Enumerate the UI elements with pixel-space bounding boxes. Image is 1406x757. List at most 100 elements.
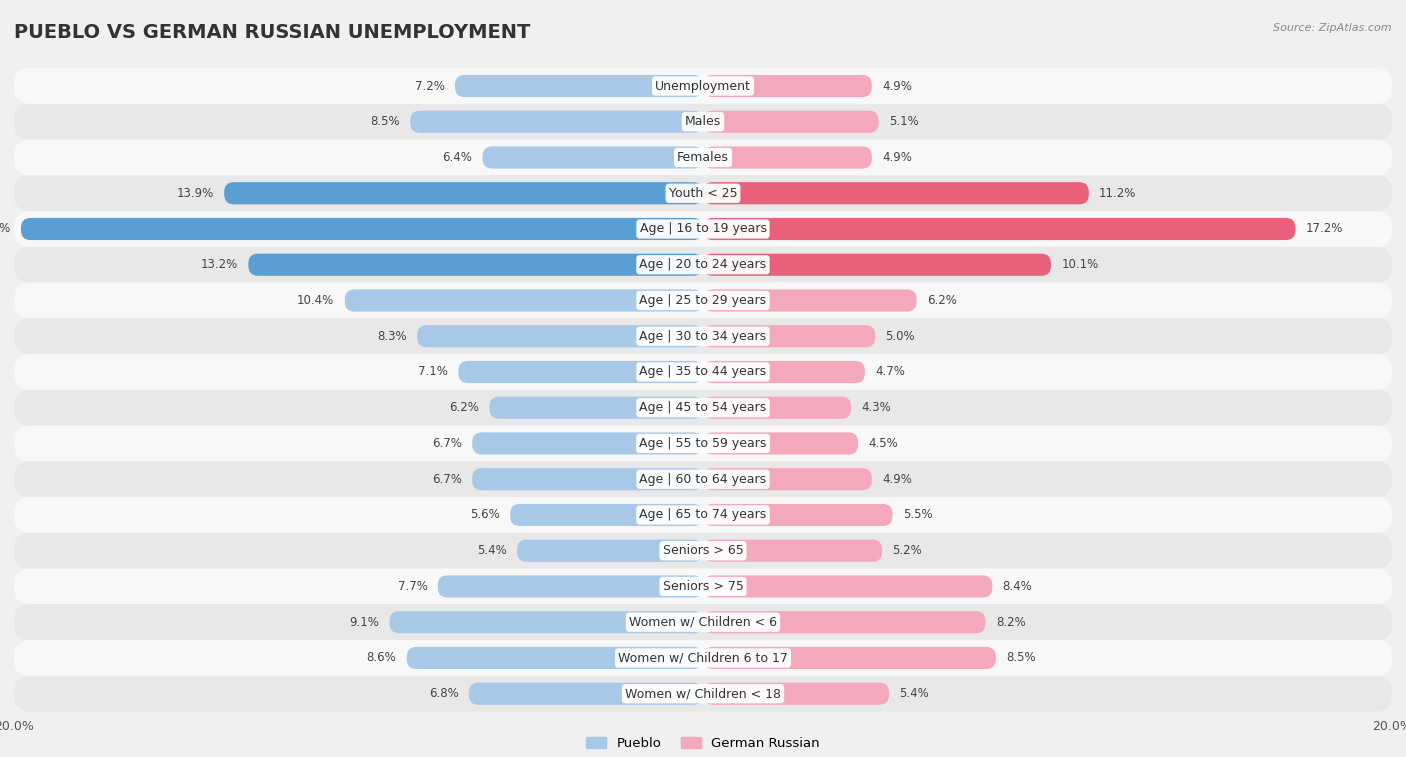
Text: 7.2%: 7.2% [415, 79, 444, 92]
Text: Age | 35 to 44 years: Age | 35 to 44 years [640, 366, 766, 378]
Text: 8.4%: 8.4% [1002, 580, 1032, 593]
FancyBboxPatch shape [14, 211, 1392, 247]
FancyBboxPatch shape [703, 540, 882, 562]
FancyBboxPatch shape [14, 319, 1392, 354]
FancyBboxPatch shape [344, 289, 703, 312]
FancyBboxPatch shape [510, 504, 703, 526]
FancyBboxPatch shape [14, 569, 1392, 604]
Text: Seniors > 65: Seniors > 65 [662, 544, 744, 557]
Text: 19.8%: 19.8% [0, 223, 11, 235]
Text: 5.4%: 5.4% [477, 544, 506, 557]
Text: 6.7%: 6.7% [432, 437, 461, 450]
Text: 5.2%: 5.2% [893, 544, 922, 557]
Text: Age | 65 to 74 years: Age | 65 to 74 years [640, 509, 766, 522]
FancyBboxPatch shape [703, 504, 893, 526]
FancyBboxPatch shape [482, 146, 703, 169]
Text: Females: Females [678, 151, 728, 164]
FancyBboxPatch shape [14, 247, 1392, 282]
Text: 4.5%: 4.5% [869, 437, 898, 450]
Text: 8.6%: 8.6% [367, 652, 396, 665]
FancyBboxPatch shape [249, 254, 703, 276]
FancyBboxPatch shape [703, 397, 851, 419]
FancyBboxPatch shape [21, 218, 703, 240]
FancyBboxPatch shape [703, 218, 1295, 240]
Text: 9.1%: 9.1% [349, 615, 380, 629]
FancyBboxPatch shape [456, 75, 703, 97]
FancyBboxPatch shape [389, 611, 703, 634]
FancyBboxPatch shape [703, 683, 889, 705]
FancyBboxPatch shape [14, 533, 1392, 569]
FancyBboxPatch shape [14, 497, 1392, 533]
FancyBboxPatch shape [703, 468, 872, 491]
Text: Age | 16 to 19 years: Age | 16 to 19 years [640, 223, 766, 235]
Text: 8.2%: 8.2% [995, 615, 1025, 629]
Text: 6.2%: 6.2% [927, 294, 956, 307]
Text: 4.7%: 4.7% [875, 366, 905, 378]
FancyBboxPatch shape [14, 604, 1392, 640]
FancyBboxPatch shape [703, 432, 858, 454]
Text: Seniors > 75: Seniors > 75 [662, 580, 744, 593]
FancyBboxPatch shape [437, 575, 703, 597]
Text: Males: Males [685, 115, 721, 128]
FancyBboxPatch shape [14, 104, 1392, 139]
Text: Age | 45 to 54 years: Age | 45 to 54 years [640, 401, 766, 414]
FancyBboxPatch shape [14, 640, 1392, 676]
FancyBboxPatch shape [14, 354, 1392, 390]
Text: 4.9%: 4.9% [882, 79, 912, 92]
Text: Source: ZipAtlas.com: Source: ZipAtlas.com [1274, 23, 1392, 33]
Text: 13.2%: 13.2% [201, 258, 238, 271]
FancyBboxPatch shape [406, 647, 703, 669]
Text: Age | 60 to 64 years: Age | 60 to 64 years [640, 472, 766, 486]
FancyBboxPatch shape [14, 176, 1392, 211]
FancyBboxPatch shape [703, 361, 865, 383]
FancyBboxPatch shape [411, 111, 703, 132]
FancyBboxPatch shape [703, 254, 1050, 276]
Text: 6.8%: 6.8% [429, 687, 458, 700]
FancyBboxPatch shape [468, 683, 703, 705]
Text: Age | 55 to 59 years: Age | 55 to 59 years [640, 437, 766, 450]
Text: 10.1%: 10.1% [1062, 258, 1098, 271]
FancyBboxPatch shape [14, 390, 1392, 425]
Legend: Pueblo, German Russian: Pueblo, German Russian [586, 737, 820, 750]
FancyBboxPatch shape [458, 361, 703, 383]
FancyBboxPatch shape [14, 139, 1392, 176]
FancyBboxPatch shape [489, 397, 703, 419]
Text: Youth < 25: Youth < 25 [669, 187, 737, 200]
Text: Age | 20 to 24 years: Age | 20 to 24 years [640, 258, 766, 271]
Text: Age | 25 to 29 years: Age | 25 to 29 years [640, 294, 766, 307]
Text: PUEBLO VS GERMAN RUSSIAN UNEMPLOYMENT: PUEBLO VS GERMAN RUSSIAN UNEMPLOYMENT [14, 23, 530, 42]
FancyBboxPatch shape [472, 468, 703, 491]
Text: 10.4%: 10.4% [297, 294, 335, 307]
Text: Unemployment: Unemployment [655, 79, 751, 92]
FancyBboxPatch shape [14, 282, 1392, 319]
FancyBboxPatch shape [517, 540, 703, 562]
Text: 5.5%: 5.5% [903, 509, 932, 522]
Text: 6.2%: 6.2% [450, 401, 479, 414]
Text: Women w/ Children 6 to 17: Women w/ Children 6 to 17 [619, 652, 787, 665]
FancyBboxPatch shape [418, 326, 703, 347]
FancyBboxPatch shape [703, 182, 1088, 204]
Text: 11.2%: 11.2% [1099, 187, 1136, 200]
Text: 5.4%: 5.4% [900, 687, 929, 700]
FancyBboxPatch shape [703, 146, 872, 169]
Text: 7.1%: 7.1% [418, 366, 449, 378]
FancyBboxPatch shape [703, 647, 995, 669]
Text: 4.9%: 4.9% [882, 151, 912, 164]
Text: 13.9%: 13.9% [177, 187, 214, 200]
Text: 6.7%: 6.7% [432, 472, 461, 486]
FancyBboxPatch shape [703, 111, 879, 132]
Text: 7.7%: 7.7% [398, 580, 427, 593]
FancyBboxPatch shape [14, 425, 1392, 461]
Text: 5.1%: 5.1% [889, 115, 918, 128]
FancyBboxPatch shape [703, 611, 986, 634]
FancyBboxPatch shape [14, 676, 1392, 712]
FancyBboxPatch shape [472, 432, 703, 454]
Text: 8.5%: 8.5% [370, 115, 399, 128]
Text: 8.5%: 8.5% [1007, 652, 1036, 665]
FancyBboxPatch shape [703, 575, 993, 597]
FancyBboxPatch shape [224, 182, 703, 204]
Text: 5.6%: 5.6% [470, 509, 499, 522]
Text: 5.0%: 5.0% [886, 330, 915, 343]
FancyBboxPatch shape [14, 461, 1392, 497]
FancyBboxPatch shape [703, 289, 917, 312]
